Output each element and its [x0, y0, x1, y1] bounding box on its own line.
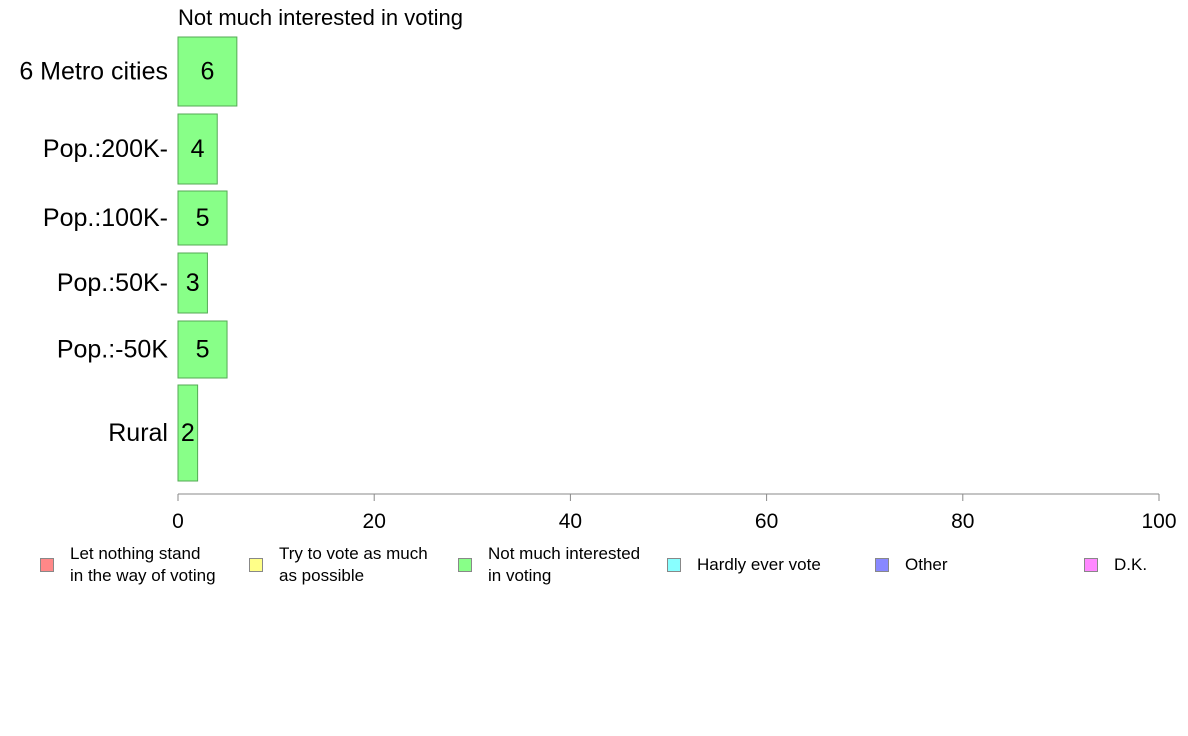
legend-label-4: Other — [905, 555, 948, 574]
x-axis: 0 20 40 60 80 100 — [172, 493, 1177, 533]
value-label-4: 5 — [196, 336, 210, 364]
category-label-4: Pop.:-50K — [57, 336, 169, 364]
x-tick-label-2: 40 — [559, 510, 582, 533]
value-label-5: 2 — [181, 419, 195, 447]
category-label-1: Pop.:200K- — [43, 135, 168, 163]
legend-swatch-4 — [875, 558, 889, 572]
bars-group: 6 Metro cities 6 Pop.:200K- 4 Pop.:100K- 5 Pop… — [19, 36, 238, 482]
bar-2 — [177, 190, 228, 246]
x-tick-label-0: 0 — [172, 510, 184, 533]
legend-item-2: Not much interested in voting — [458, 542, 640, 588]
bar-0 — [177, 36, 238, 107]
value-label-3: 3 — [186, 269, 200, 297]
legend-swatch-1 — [249, 558, 263, 572]
legend-label-3: Hardly ever vote — [697, 555, 821, 574]
value-label-0: 6 — [200, 58, 214, 86]
value-label-2: 5 — [196, 204, 210, 232]
legend-swatch-2 — [458, 558, 472, 572]
x-tick-label-1: 20 — [363, 510, 386, 533]
legend-swatch-5 — [1084, 558, 1098, 572]
legend-label-5: D.K. — [1114, 555, 1148, 574]
x-tick-label-5: 100 — [1141, 510, 1176, 533]
bar-5 — [177, 384, 199, 482]
value-label-1: 4 — [191, 135, 205, 163]
legend-item-1: Try to vote as much as possible — [249, 542, 428, 588]
legend: Let nothing stand in the way of voting Tr… — [0, 542, 1188, 602]
legend-item-3: Hardly ever vote — [667, 542, 821, 588]
legend-label-0: Let nothing stand in the way of voting — [70, 544, 216, 585]
legend-swatch-0 — [40, 558, 54, 572]
bar-chart: 6 Metro cities 6 Pop.:200K- 4 Pop.:100K- 5 Pop… — [19, 36, 1177, 533]
bar-3 — [177, 252, 208, 314]
legend-item-5: D.K. — [1084, 542, 1147, 588]
legend-label-1: Try to vote as much as possible — [279, 544, 428, 585]
category-label-0: 6 Metro cities — [19, 58, 168, 86]
category-label-2: Pop.:100K- — [43, 204, 168, 232]
legend-item-0: Let nothing stand in the way of voting — [40, 542, 216, 588]
legend-item-4: Other — [875, 542, 948, 588]
chart-title: Not much interested in voting — [178, 5, 463, 30]
x-tick-label-4: 80 — [951, 510, 974, 533]
category-label-3: Pop.:50K- — [57, 269, 168, 297]
bar-4 — [177, 320, 228, 379]
x-tick-label-3: 60 — [755, 510, 778, 533]
legend-label-2: Not much interested in voting — [488, 544, 641, 585]
bar-1 — [177, 113, 218, 185]
category-label-5: Rural — [108, 419, 168, 447]
legend-swatch-3 — [667, 558, 681, 572]
